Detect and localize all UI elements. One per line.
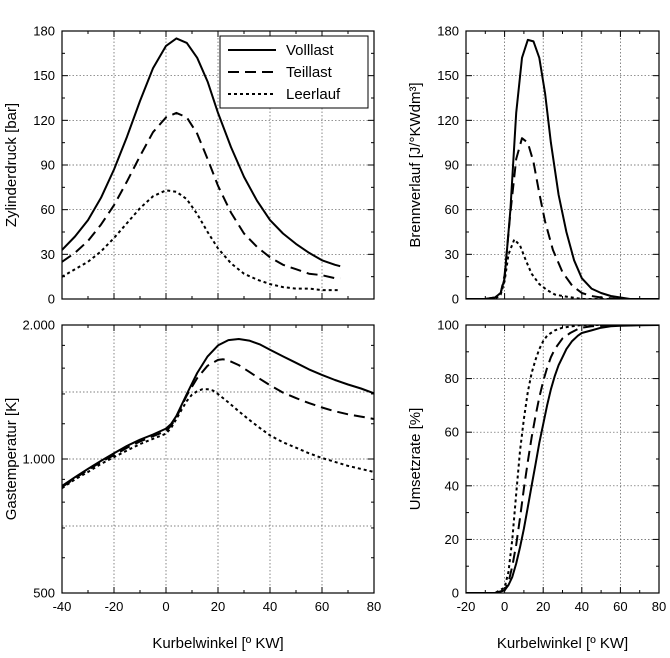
legend-label-volllast: Volllast <box>286 42 334 59</box>
series-line-teillast <box>62 358 374 488</box>
y-tick-label: 0 <box>452 292 459 307</box>
x-tick-label: 60 <box>315 599 329 614</box>
y-tick-label: 90 <box>445 158 459 173</box>
x-tick-label: 0 <box>162 599 169 614</box>
x-tick-label: -20 <box>457 599 476 614</box>
series-line-volllast <box>62 37 341 268</box>
x-tick-label: 40 <box>263 599 277 614</box>
series-line-leerlauf <box>62 388 374 490</box>
y-tick-label: 40 <box>445 478 459 493</box>
plot-frame <box>61 30 375 300</box>
series-line-leerlauf <box>466 325 659 593</box>
chart-panel-burn-rate: 0 30 60 90 120 150 180 Brennverlauf [J/°KWdm³] <box>407 24 660 307</box>
y-tick-label: 150 <box>33 68 55 83</box>
plot-frame <box>465 30 660 300</box>
y-tick-label: 60 <box>41 202 55 217</box>
series-line-leerlauf <box>466 238 659 299</box>
x-tick-label: 20 <box>536 599 550 614</box>
chart-panel-pressure: 0 30 60 90 120 150 180 Zylinderdruck [bar] Volll… <box>3 24 375 307</box>
y-tick-label: 90 <box>41 158 55 173</box>
y-tick-label: 0 <box>48 292 55 307</box>
chart-panel-gas-temperature: -40 -20 0 20 40 60 80 500 1.000 2.000 Gastemperatu… <box>3 318 381 653</box>
y-tick-label: 180 <box>33 24 55 39</box>
y-tick-label: 120 <box>33 113 55 128</box>
legend-box <box>219 35 369 109</box>
x-tick-label: 0 <box>501 599 508 614</box>
legend-label-leerlauf: Leerlauf <box>286 86 341 103</box>
x-tick-label: -40 <box>53 599 72 614</box>
x-tick-label: 60 <box>613 599 627 614</box>
y-axis-label: Brennverlauf [J/°KWdm³] <box>407 82 424 247</box>
y-tick-label: 0 <box>452 586 459 601</box>
y-tick-label: 60 <box>445 202 459 217</box>
y-tick-label: 2.000 <box>22 318 55 333</box>
legend-label-teillast: Teillast <box>286 64 333 81</box>
y-tick-label: 120 <box>437 113 459 128</box>
y-tick-label: 1.000 <box>22 452 55 467</box>
y-tick-label: 30 <box>445 247 459 262</box>
y-tick-label: 180 <box>437 24 459 39</box>
x-tick-label: 20 <box>211 599 225 614</box>
plot-frame <box>465 324 660 594</box>
x-axis-label: Kurbelwinkel [º KW] <box>497 635 628 652</box>
y-tick-label: 100 <box>437 318 459 333</box>
y-tick-label: 500 <box>33 586 55 601</box>
series-line-teillast <box>62 111 341 280</box>
x-tick-label: 80 <box>652 599 666 614</box>
x-tick-label: -20 <box>105 599 124 614</box>
y-tick-label: 30 <box>41 247 55 262</box>
y-tick-label: 150 <box>437 68 459 83</box>
y-axis-label: Gastemperatur [K] <box>3 398 20 521</box>
y-tick-label: 20 <box>445 532 459 547</box>
x-tick-label: 80 <box>367 599 381 614</box>
y-tick-label: 60 <box>445 425 459 440</box>
x-tick-label: 40 <box>575 599 589 614</box>
series-line-teillast <box>466 137 659 299</box>
x-axis-label: Kurbelwinkel [º KW] <box>152 635 283 652</box>
plot-frame <box>61 324 375 594</box>
chart-legend: Volllast Teillast Leerlauf <box>219 35 369 109</box>
series-line-volllast <box>466 38 659 299</box>
series-line-volllast <box>62 338 374 487</box>
series-line-teillast <box>466 325 659 593</box>
y-axis-label: Umsetzrate [%] <box>407 408 424 511</box>
y-tick-label: 80 <box>445 371 459 386</box>
series-line-leerlauf <box>62 189 341 292</box>
y-axis-label: Zylinderdruck [bar] <box>3 103 20 227</box>
series-line-volllast <box>466 325 659 593</box>
